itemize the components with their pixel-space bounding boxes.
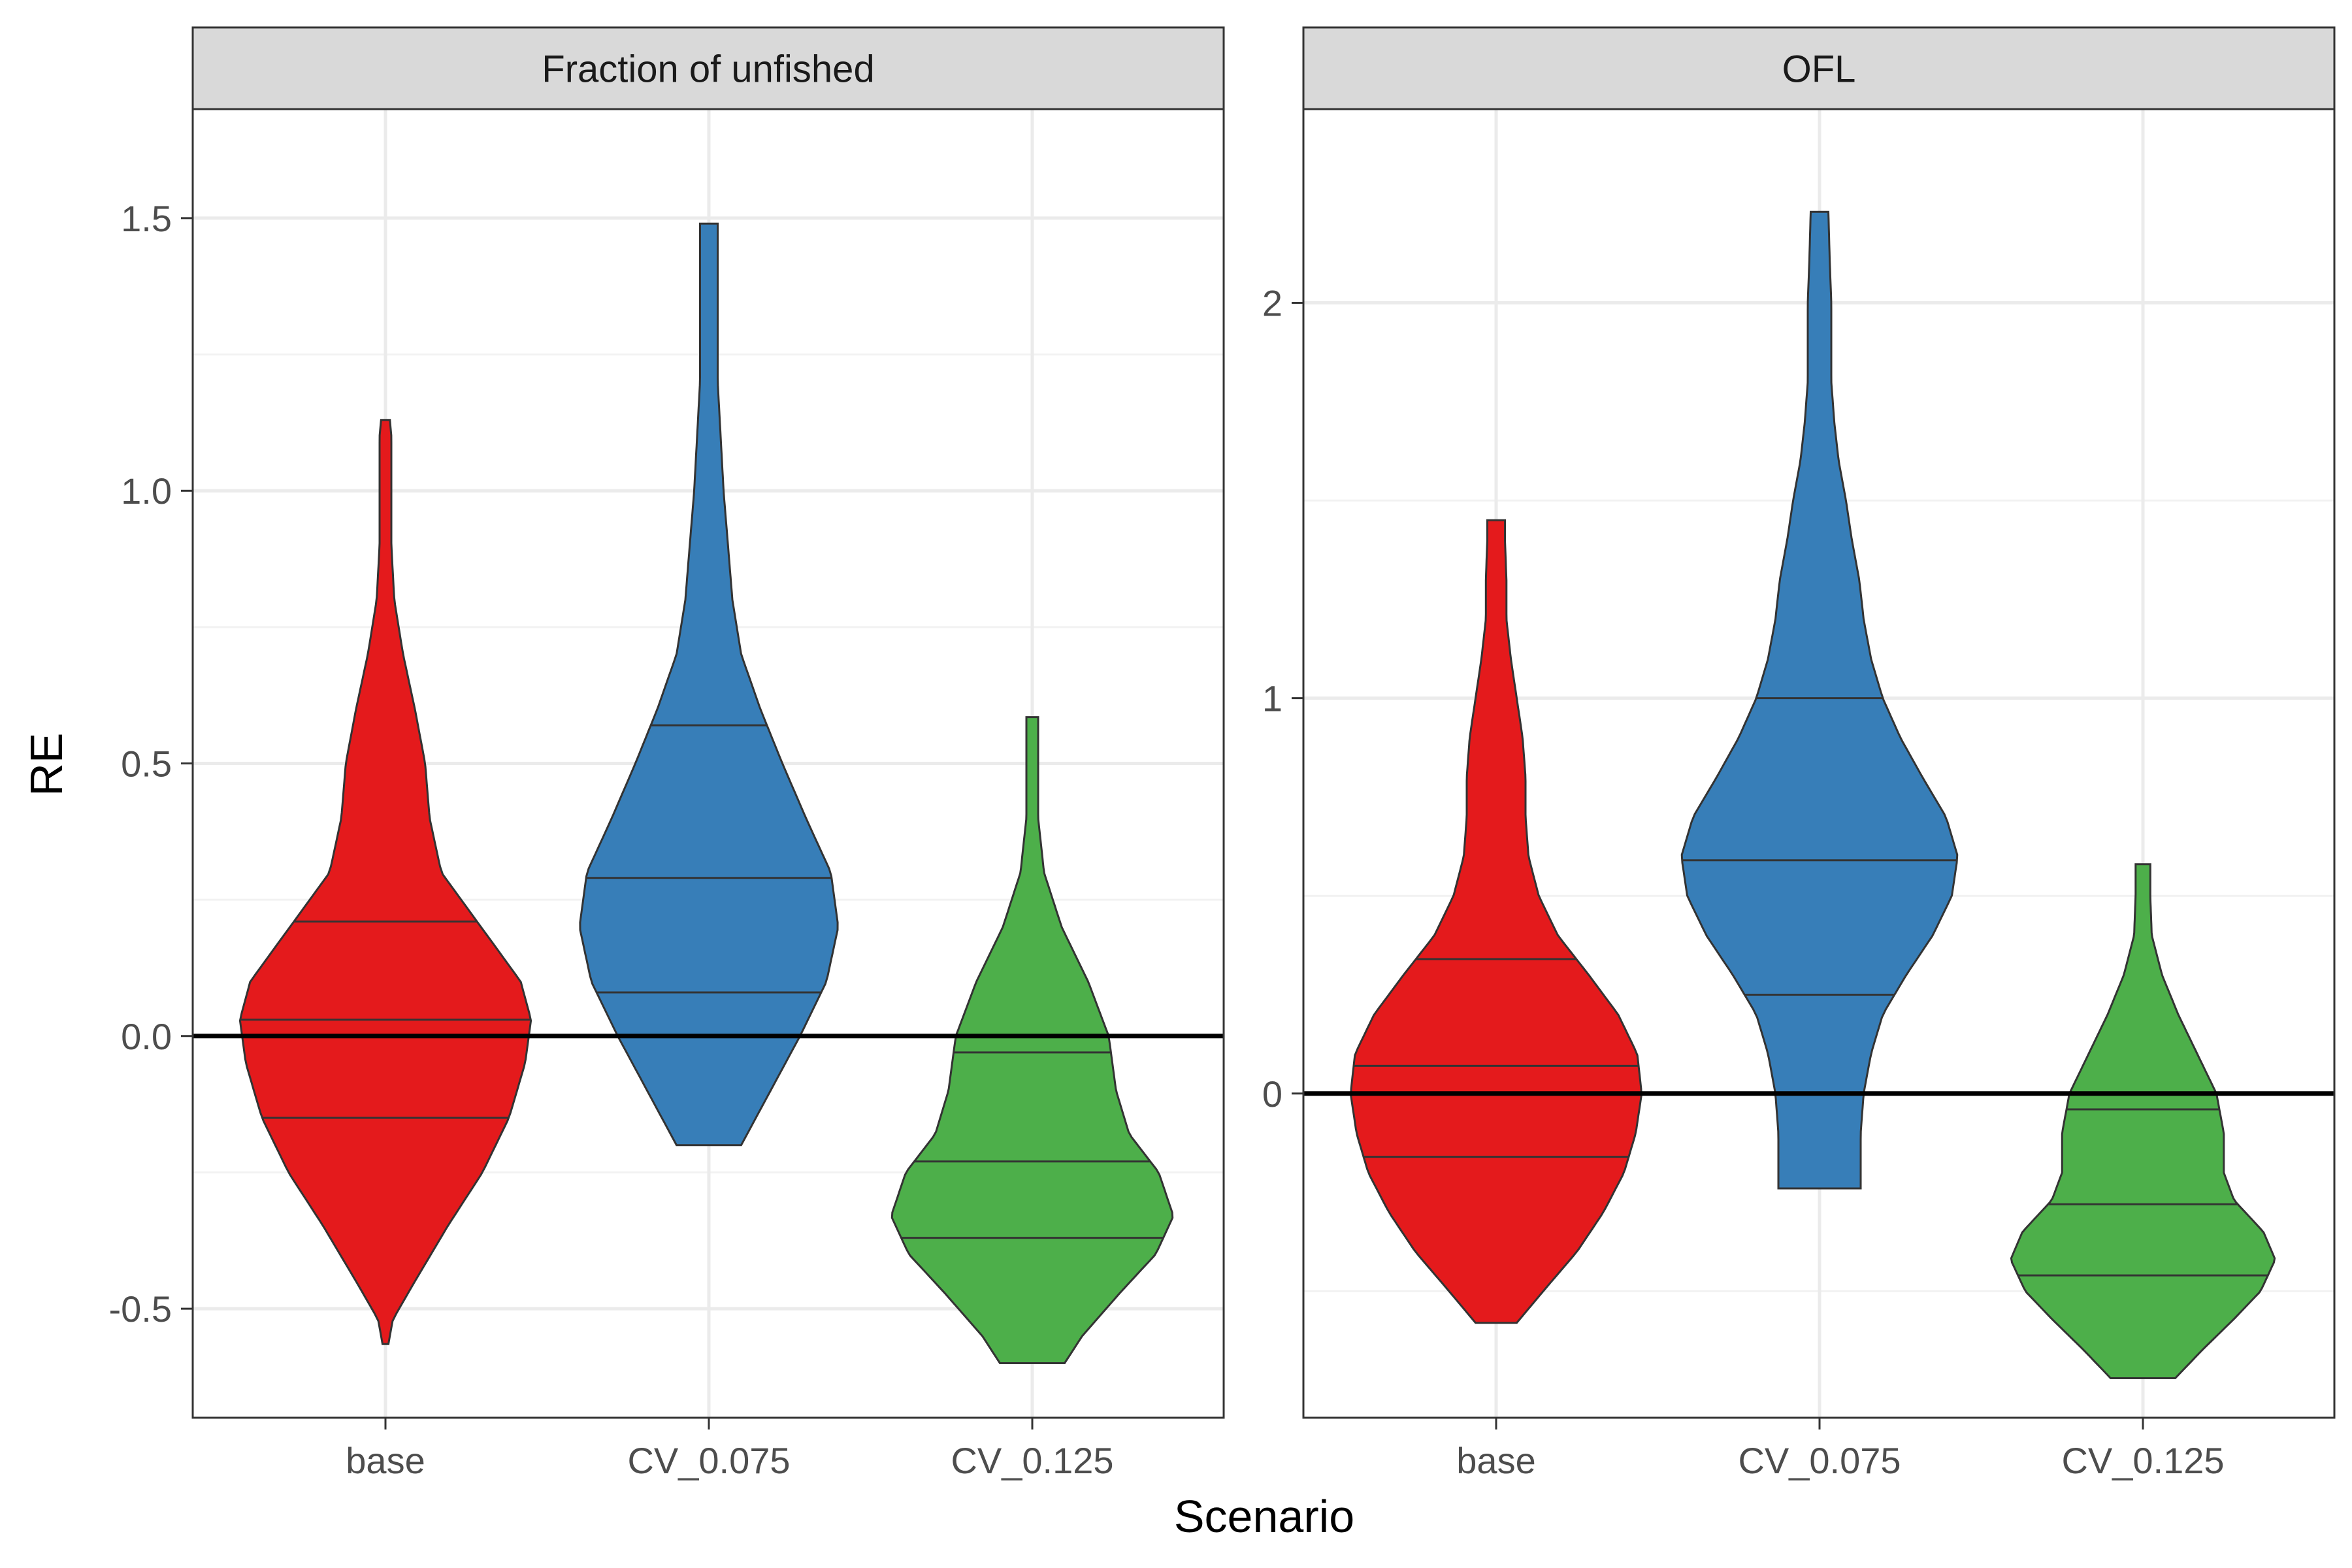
x-tick-label: base: [1456, 1440, 1535, 1481]
panel-title: Fraction of unfished: [542, 48, 874, 91]
y-tick-label: -0.5: [109, 1288, 172, 1330]
violin-base: [1350, 519, 1642, 1324]
strip-background: [1302, 26, 2336, 110]
y-tick-label: 1.0: [121, 470, 172, 512]
y-tick-label: 1.5: [121, 198, 172, 239]
violin-CV_0.125: [890, 716, 1174, 1364]
x-tick-label: CV_0.125: [951, 1440, 1113, 1481]
x-tick-label: CV_0.075: [1738, 1440, 1901, 1481]
x-tick-label: CV_0.075: [627, 1440, 790, 1481]
panel-1: Fraction of unfished -0.5 0.0 0.5 1.0 1.5 base…: [109, 26, 1225, 1481]
violin-CV_0.125: [2010, 863, 2276, 1379]
panel-title: OFL: [1782, 48, 1856, 91]
panel-2: OFL 0 1 2 base CV_0.075 CV_0.125: [1262, 26, 2336, 1481]
y-tick-label: 0: [1262, 1073, 1282, 1115]
y-tick-label: 0.0: [121, 1016, 172, 1057]
chart-panels: Fraction of unfished -0.5 0.0 0.5 1.0 1.5 base…: [109, 26, 2336, 1481]
y-axis-title: RE: [21, 732, 72, 796]
y-tick-label: 0.5: [121, 743, 172, 785]
x-tick-label: CV_0.125: [2061, 1440, 2224, 1481]
x-axis-title: Scenario: [1174, 1491, 1354, 1542]
strip-background: [191, 26, 1225, 110]
y-tick-label: 2: [1262, 283, 1282, 324]
violin-CV_0.075: [579, 222, 839, 1147]
y-tick-label: 1: [1262, 678, 1282, 719]
x-tick-label: base: [346, 1440, 425, 1481]
violin-base: [238, 419, 532, 1345]
